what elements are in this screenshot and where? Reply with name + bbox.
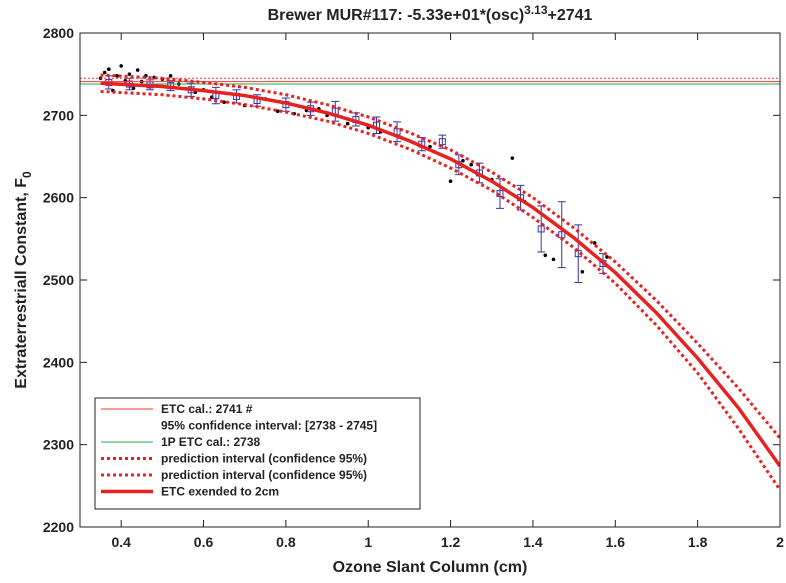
series-line	[100, 81, 780, 468]
data-point	[580, 269, 585, 274]
title-exponent: 3.13	[524, 3, 548, 17]
data-point	[448, 179, 453, 183]
y-tick-label: 2200	[43, 519, 74, 535]
y-tick-label: 2700	[43, 107, 74, 123]
x-tick-label: 1.2	[441, 534, 461, 550]
chart-title: Brewer MUR#117: -5.33e+01*(osc)3.13+2741	[268, 3, 593, 24]
mean-marker	[438, 138, 446, 146]
x-tick-label: 1	[364, 534, 372, 550]
error-bar	[393, 121, 402, 143]
data-point	[222, 100, 226, 104]
y-tick-label: 2500	[43, 272, 74, 288]
y-tick-label: 2600	[43, 190, 74, 206]
plot-area	[80, 64, 780, 491]
x-tick-label: 1.4	[523, 534, 543, 550]
y-tick-label: 2400	[43, 354, 74, 370]
error-bar	[557, 201, 566, 269]
legend: ETC cal.: 2741 # 95% confidence interval:…	[94, 397, 421, 510]
legend-label: prediction interval (confidence 95%)	[161, 452, 367, 466]
data-point	[605, 255, 609, 259]
data-point	[345, 121, 350, 126]
legend-label: prediction interval (confidence 95%)	[161, 468, 367, 482]
data-point	[135, 68, 140, 72]
y-label-main: Extraterrestriall Constant, F	[13, 178, 30, 389]
data-point	[510, 156, 515, 160]
error-bar	[372, 116, 381, 134]
legend-label: 95% confidence interval: [2738 - 2745]	[161, 419, 377, 433]
x-tick-label: 0.4	[111, 534, 131, 550]
data-point	[543, 253, 548, 258]
legend-label: ETC cal.: 2741 #	[161, 402, 253, 416]
data-point	[127, 72, 132, 76]
error-bar	[574, 224, 583, 283]
x-tick-label: 0.6	[194, 534, 214, 550]
series-line	[100, 73, 780, 440]
series-line	[100, 89, 780, 491]
y-tick-label: 2800	[43, 25, 74, 41]
data-point	[275, 109, 280, 114]
y-label-subscript: 0	[20, 171, 34, 178]
error-bar	[331, 100, 340, 122]
x-tick-label: 0.8	[276, 534, 296, 550]
data-point	[102, 70, 107, 75]
y-axis-label: Extraterrestriall Constant, F0	[13, 171, 34, 389]
x-axis-label: Ozone Slant Column (cm)	[333, 559, 528, 576]
title-suffix: +2741	[548, 7, 593, 24]
data-point	[107, 67, 111, 72]
data-point	[592, 241, 597, 245]
x-tick-label: 1.6	[606, 534, 626, 550]
data-point	[469, 162, 473, 167]
y-tick-label: 2300	[43, 437, 74, 453]
mean-marker	[537, 225, 545, 233]
title-main: Brewer MUR#117: -5.33e+01*(osc)	[268, 7, 525, 24]
legend-label: 1P ETC cal.: 2738	[161, 435, 260, 449]
ticks: 0.4 0.6 0.8 1 1.2 1.4 1.6 1.8 2 2200 2300 2400 2500 2…	[43, 25, 784, 550]
data-point	[168, 74, 173, 78]
data-point	[428, 144, 432, 149]
x-tick-label: 1.8	[688, 534, 708, 550]
data-point	[115, 74, 119, 78]
legend-label: ETC exended to 2cm	[161, 485, 279, 499]
data-point	[119, 64, 123, 68]
x-tick-label: 2	[776, 534, 784, 550]
data-point	[551, 257, 556, 262]
